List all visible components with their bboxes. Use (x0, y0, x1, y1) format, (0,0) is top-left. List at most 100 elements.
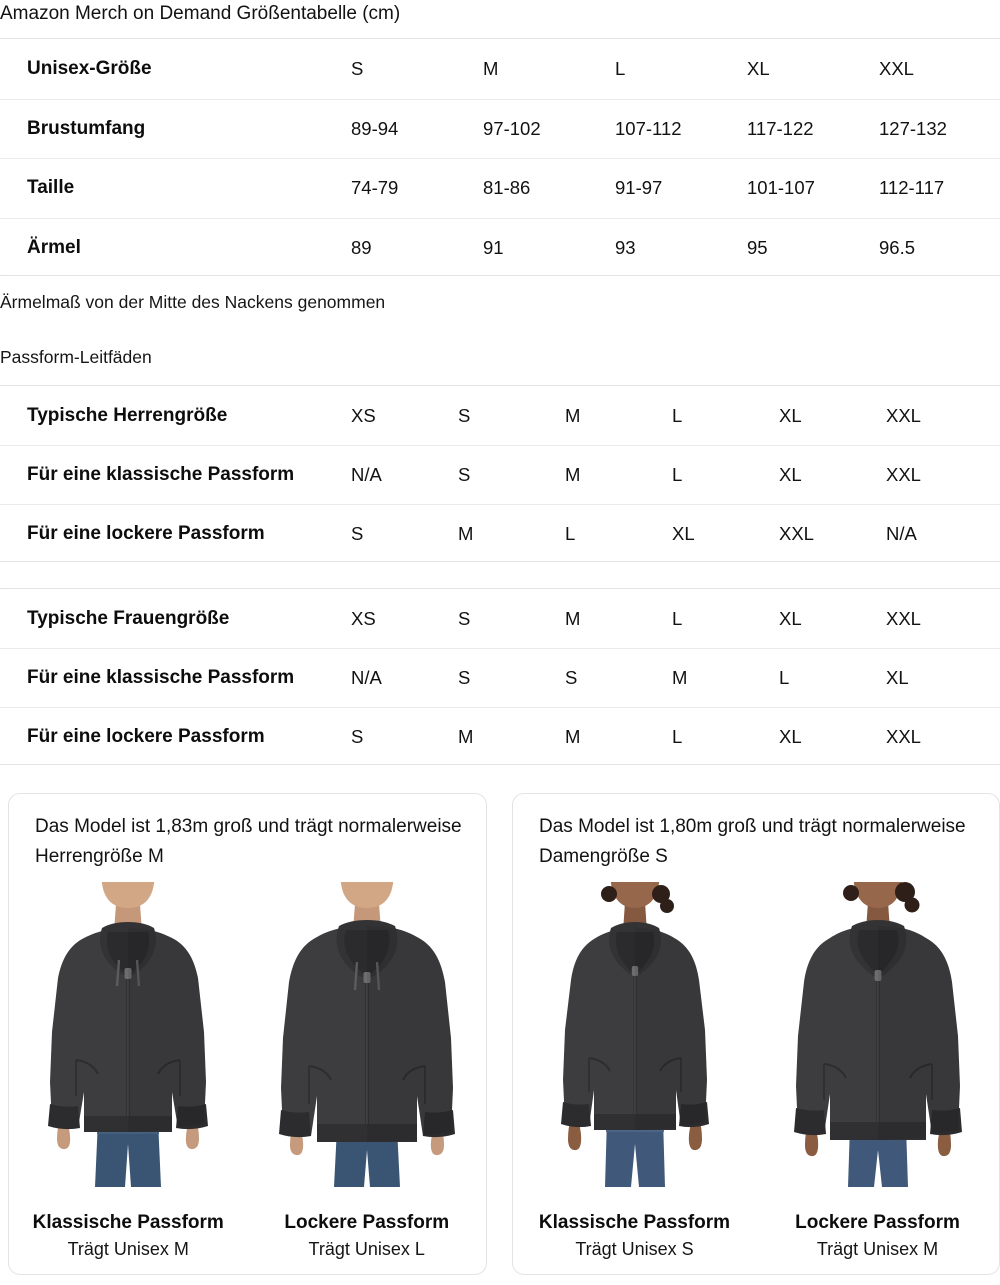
table-cell: XL (779, 607, 802, 629)
row-label: Für eine lockere Passform (27, 523, 265, 544)
table-cell: XXL (886, 404, 921, 426)
row-label: Brustumfang (27, 117, 146, 139)
table-row: Für eine klassische Passform N/A S S M L… (0, 648, 1000, 707)
row-label: Für eine lockere Passform (27, 726, 265, 747)
row-label: Taille (27, 177, 75, 199)
fit-caption-classic: Klassische Passform Trägt Unisex M (9, 1210, 248, 1262)
table-cell: 112-117 (879, 177, 945, 199)
model-panel-men: Das Model ist 1,83m groß und trägt norma… (8, 793, 487, 1275)
size-chart-table: Unisex-Größe S M L XL XXL Brustumfang 89… (0, 38, 1000, 276)
table-cell: S (458, 464, 471, 485)
table-cell: 89-94 (351, 117, 399, 139)
table-cell: L (672, 404, 683, 426)
model-photo-relaxed-fit-men (248, 882, 487, 1187)
female-model-classic-figure (560, 882, 709, 1187)
page-title: Amazon Merch on Demand Größentabelle (cm… (0, 3, 401, 24)
table-cell: N/A (886, 523, 917, 544)
table-cell: 91-97 (615, 177, 663, 199)
row-values: XS S M L XL XXL (351, 386, 1000, 445)
table-cell: L (672, 726, 683, 747)
table-cell: XL (779, 404, 802, 426)
male-model-classic-figure (48, 882, 209, 1187)
model-panel-women: Das Model ist 1,80m groß und trägt norma… (512, 793, 1000, 1275)
fit-subtitle: Trägt Unisex M (67, 1239, 189, 1259)
table-cell: M (483, 57, 499, 79)
male-model-relaxed-figure (278, 882, 455, 1187)
table-cell: M (565, 726, 581, 747)
table-row: Für eine lockere Passform S M L XL XXL N… (0, 504, 1000, 561)
fit-caption-relaxed: Lockere Passform Trägt Unisex L (248, 1210, 487, 1262)
fit-caption-relaxed: Lockere Passform Trägt Unisex M (756, 1210, 999, 1262)
fit-title: Lockere Passform (795, 1212, 960, 1233)
table-cell: 93 (615, 236, 636, 258)
table-cell: XXL (879, 57, 914, 79)
table-cell: L (615, 57, 626, 79)
row-values: S M L XL XXL N/A (351, 505, 1000, 561)
table-cell: M (672, 667, 688, 688)
table-row: Unisex-Größe S M L XL XXL (0, 39, 1000, 99)
table-row: Taille 74-79 81-86 91-97 101-107 112-117 (0, 158, 1000, 218)
table-cell: XXL (886, 607, 921, 629)
table-cell: S (565, 667, 578, 688)
sleeve-measure-note: Ärmelmaß von der Mitte des Nackens genom… (0, 292, 386, 312)
fit-subtitle: Trägt Unisex L (308, 1239, 425, 1259)
table-row: Brustumfang 89-94 97-102 107-112 117-122… (0, 98, 1000, 159)
table-row: Ärmel 89 91 93 95 96.5 (0, 217, 1000, 276)
table-cell: L (565, 523, 576, 544)
table-cell: N/A (351, 464, 382, 485)
fit-subtitle: Trägt Unisex M (816, 1239, 939, 1259)
table-cell: 96.5 (879, 236, 916, 258)
table-cell: M (565, 607, 581, 629)
table-cell: XL (779, 464, 802, 485)
table-cell: XS (351, 607, 376, 629)
table-cell: L (779, 667, 790, 688)
table-cell: L (672, 607, 683, 629)
table-cell: 107-112 (615, 117, 682, 139)
fit-guides-heading: Passform-Leitfäden (0, 347, 152, 367)
table-cell: XXL (886, 726, 921, 747)
row-values: N/A S M L XL XXL (351, 446, 1000, 504)
table-cell: S (351, 57, 364, 79)
fit-caption-group: Klassische Passform Trägt Unisex M Locke… (9, 1210, 486, 1262)
fit-caption-group: Klassische Passform Trägt Unisex S Locke… (513, 1210, 999, 1262)
model-photo-relaxed-fit-women (756, 882, 999, 1187)
row-label: Für eine klassische Passform (27, 464, 295, 485)
row-values: S M M L XL XXL (351, 708, 1000, 764)
row-label: Ärmel (27, 236, 81, 258)
table-cell: S (351, 523, 364, 544)
table-cell: XL (672, 523, 695, 544)
table-cell: 95 (747, 236, 768, 258)
row-values: 89-94 97-102 107-112 117-122 127-132 (351, 100, 1000, 159)
fit-title: Klassische Passform (32, 1212, 224, 1233)
fit-title: Lockere Passform (284, 1212, 450, 1233)
table-row: Für eine lockere Passform S M M L XL XXL (0, 707, 1000, 764)
table-cell: S (458, 667, 471, 688)
table-cell: 74-79 (351, 177, 399, 199)
table-cell: XS (351, 404, 376, 426)
table-cell: M (458, 523, 474, 544)
table-cell: 101-107 (747, 177, 815, 199)
table-cell: XXL (886, 464, 921, 485)
table-cell: L (672, 464, 683, 485)
table-cell: S (458, 607, 471, 629)
table-cell: 89 (351, 236, 372, 258)
table-cell: N/A (351, 667, 382, 688)
table-cell: M (458, 726, 474, 747)
table-cell: 127-132 (879, 117, 947, 139)
table-cell: M (565, 464, 581, 485)
table-cell: 81-86 (483, 177, 531, 199)
model-caption: Das Model ist 1,83m groß und trägt norma… (35, 816, 462, 867)
model-photo-classic-fit-men (9, 882, 248, 1187)
table-cell: S (458, 404, 471, 426)
table-cell: XL (779, 726, 802, 747)
table-cell: XL (747, 57, 770, 79)
model-photo-group (9, 882, 486, 1187)
table-row: Typische Herrengröße XS S M L XL XXL (0, 386, 1000, 445)
model-photo-group (513, 882, 999, 1187)
row-label: Typische Herrengröße (27, 404, 228, 426)
model-caption: Das Model ist 1,80m groß und trägt norma… (539, 816, 966, 867)
row-values: 74-79 81-86 91-97 101-107 112-117 (351, 159, 1000, 218)
fit-title: Klassische Passform (538, 1212, 731, 1233)
row-values: 89 91 93 95 96.5 (351, 219, 1000, 276)
fit-caption-classic: Klassische Passform Trägt Unisex S (513, 1210, 756, 1262)
